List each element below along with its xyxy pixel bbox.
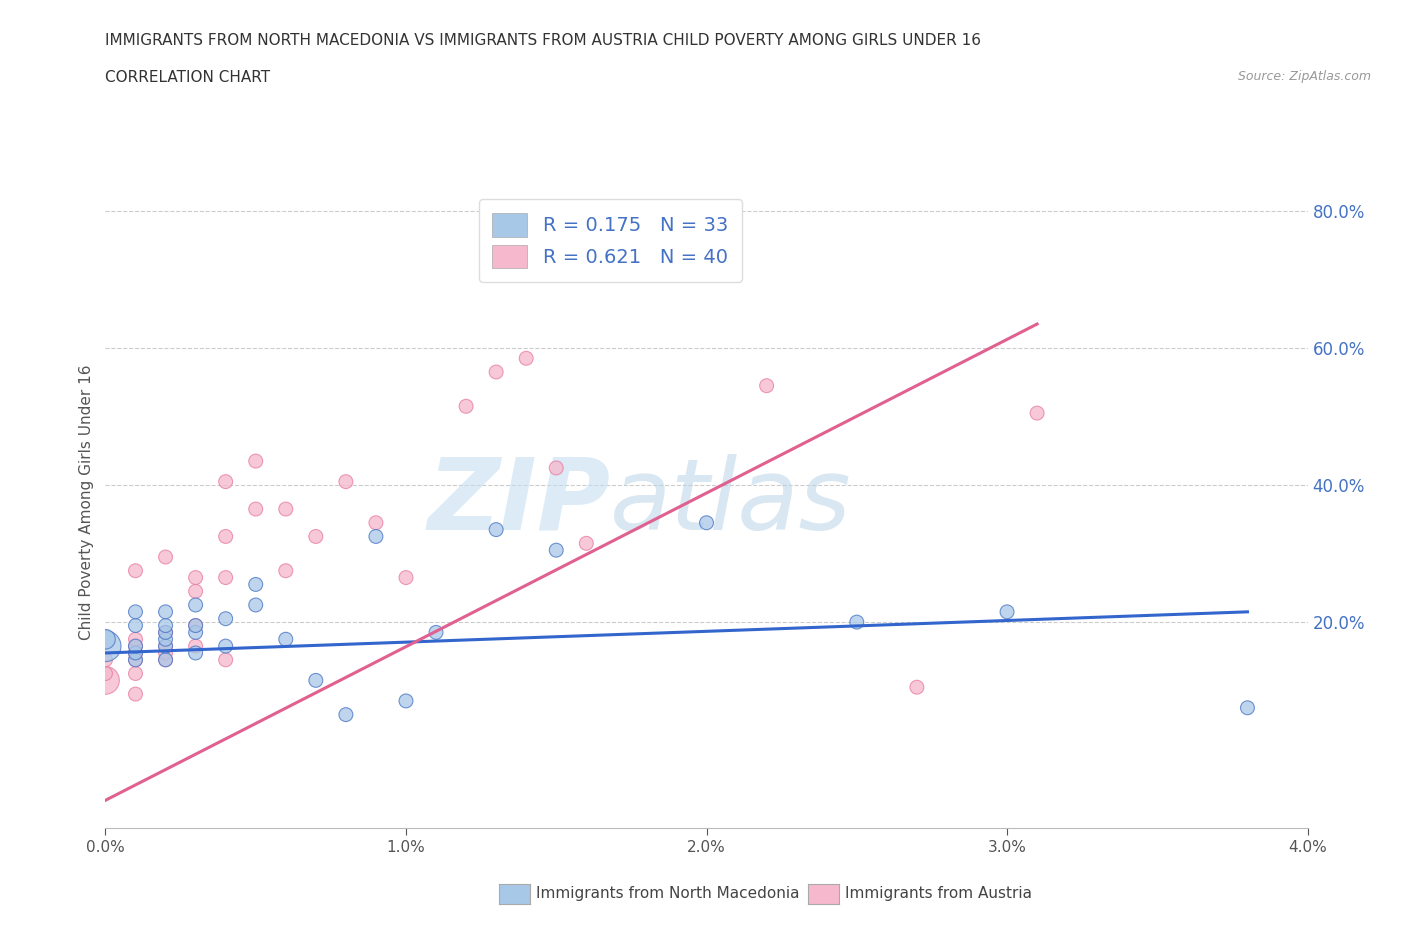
Text: Immigrants from North Macedonia: Immigrants from North Macedonia <box>536 886 799 901</box>
Point <box>124 604 146 619</box>
Text: atlas: atlas <box>610 454 852 551</box>
Point <box>245 577 267 591</box>
Point <box>395 694 418 709</box>
Point <box>454 399 477 414</box>
Point <box>155 631 177 646</box>
Point <box>575 536 598 551</box>
Point <box>425 625 447 640</box>
Point <box>94 673 117 688</box>
Text: ZIP: ZIP <box>427 454 610 551</box>
Point <box>184 584 207 599</box>
Point <box>696 515 718 530</box>
Point <box>245 598 267 613</box>
Text: Immigrants from Austria: Immigrants from Austria <box>845 886 1032 901</box>
Text: CORRELATION CHART: CORRELATION CHART <box>105 70 270 85</box>
Point <box>755 379 778 393</box>
Point <box>305 529 328 544</box>
Point <box>155 652 177 667</box>
Point <box>546 543 568 558</box>
Point <box>335 474 357 489</box>
Point <box>845 615 868 630</box>
Point <box>124 639 146 654</box>
Point <box>155 652 177 667</box>
Point <box>995 604 1018 619</box>
Point <box>214 639 236 654</box>
Point <box>335 707 357 722</box>
Point <box>274 564 297 578</box>
Point <box>124 686 146 701</box>
Point <box>124 631 146 646</box>
Y-axis label: Child Poverty Among Girls Under 16: Child Poverty Among Girls Under 16 <box>79 365 94 640</box>
Point <box>364 515 387 530</box>
Point <box>515 351 537 365</box>
Point <box>905 680 928 695</box>
Point <box>305 673 328 688</box>
Point <box>485 365 508 379</box>
Point <box>155 639 177 654</box>
Point <box>245 454 267 469</box>
Point <box>395 570 418 585</box>
Point <box>184 618 207 633</box>
Point <box>155 618 177 633</box>
Point <box>214 570 236 585</box>
Point <box>94 639 117 654</box>
Point <box>184 570 207 585</box>
Point <box>214 474 236 489</box>
Point <box>124 564 146 578</box>
Point <box>94 666 117 681</box>
Point <box>184 645 207 660</box>
Text: Source: ZipAtlas.com: Source: ZipAtlas.com <box>1237 70 1371 83</box>
Point <box>274 501 297 516</box>
Point <box>155 550 177 565</box>
Point <box>124 645 146 660</box>
Point <box>636 234 658 249</box>
Legend: R = 0.175   N = 33, R = 0.621   N = 40: R = 0.175 N = 33, R = 0.621 N = 40 <box>479 199 742 282</box>
Point <box>274 631 297 646</box>
Point <box>155 625 177 640</box>
Point <box>1026 405 1049 420</box>
Point <box>155 604 177 619</box>
Point <box>124 618 146 633</box>
Point <box>124 639 146 654</box>
Point <box>94 631 117 646</box>
Point <box>124 652 146 667</box>
Point <box>155 645 177 660</box>
Point <box>214 652 236 667</box>
Point <box>245 501 267 516</box>
Point <box>214 529 236 544</box>
Text: IMMIGRANTS FROM NORTH MACEDONIA VS IMMIGRANTS FROM AUSTRIA CHILD POVERTY AMONG G: IMMIGRANTS FROM NORTH MACEDONIA VS IMMIG… <box>105 33 981 47</box>
Point <box>184 618 207 633</box>
Point <box>184 598 207 613</box>
Point <box>485 522 508 537</box>
Point <box>546 460 568 475</box>
Point <box>124 645 146 660</box>
Point <box>155 639 177 654</box>
Point <box>364 529 387 544</box>
Point <box>155 625 177 640</box>
Point <box>214 611 236 626</box>
Point <box>184 639 207 654</box>
Point <box>94 652 117 667</box>
Point <box>1236 700 1258 715</box>
Point <box>124 666 146 681</box>
Point <box>124 652 146 667</box>
Point <box>184 625 207 640</box>
